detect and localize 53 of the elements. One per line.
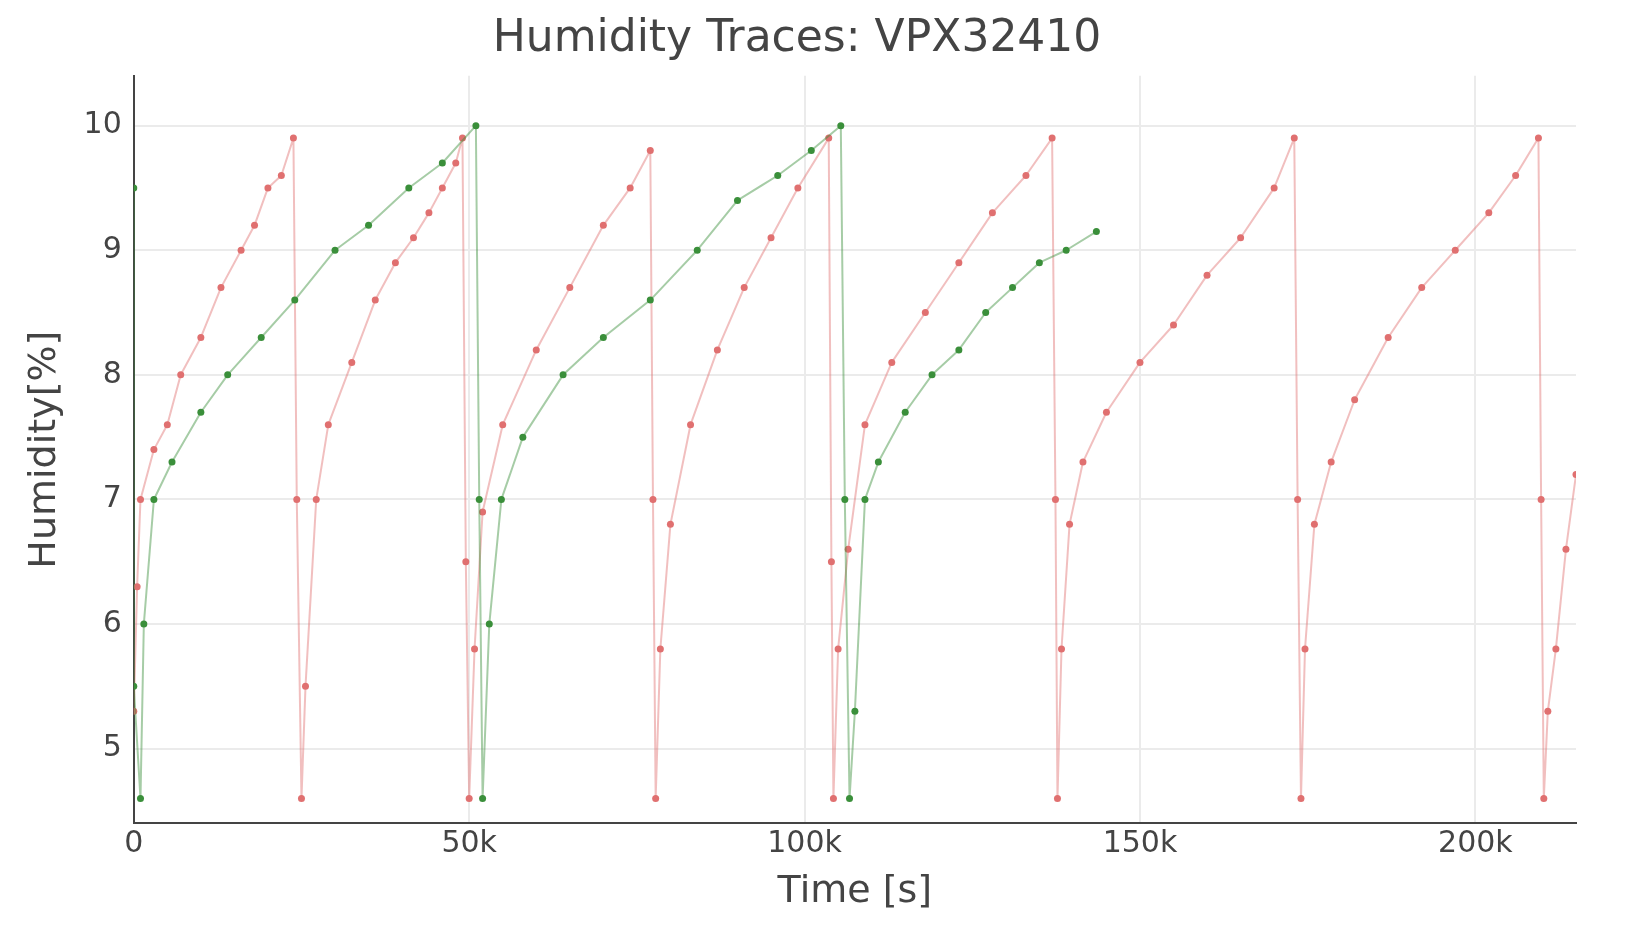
point	[472, 122, 480, 130]
point	[475, 495, 483, 503]
x-tick-label: 100k	[767, 824, 843, 860]
point	[257, 333, 265, 341]
point	[693, 246, 701, 254]
point	[1009, 284, 1017, 292]
y-tick-label: 6	[102, 603, 122, 639]
y-tick-label: 9	[102, 230, 122, 266]
y-tick-label: 5	[102, 728, 122, 764]
point	[807, 147, 815, 155]
point	[901, 408, 909, 416]
point	[224, 371, 232, 379]
point	[1062, 246, 1070, 254]
x-tick-label: 0	[124, 824, 144, 860]
point	[150, 495, 158, 503]
point	[646, 296, 654, 304]
point	[734, 196, 741, 204]
point	[874, 458, 882, 466]
y-tick-label: 7	[102, 479, 122, 515]
x-tick-label: 50k	[441, 824, 498, 860]
point	[140, 620, 148, 628]
point	[519, 433, 527, 441]
point	[599, 333, 607, 341]
y-tick-label: 10	[83, 105, 122, 141]
point	[479, 794, 487, 802]
x-tick-label: 200k	[1438, 824, 1514, 860]
point	[291, 296, 299, 304]
point	[485, 620, 493, 628]
point	[365, 221, 373, 229]
point	[1092, 228, 1100, 236]
point	[774, 171, 782, 179]
x-tick-label: 150k	[1102, 824, 1178, 860]
point	[136, 794, 144, 802]
point	[955, 346, 963, 354]
y-axis-title: Humidity[%]	[19, 330, 64, 569]
point	[982, 309, 990, 317]
point	[168, 458, 176, 466]
point	[197, 408, 205, 416]
point	[837, 122, 845, 130]
point	[331, 246, 339, 254]
point	[851, 707, 859, 715]
point	[861, 495, 869, 503]
point	[497, 495, 505, 503]
y-tick-label: 8	[102, 354, 122, 390]
point	[559, 371, 567, 379]
point	[841, 495, 849, 503]
point	[928, 371, 936, 379]
point	[438, 159, 446, 167]
x-axis-title: Time [s]	[776, 867, 933, 912]
chart-title: Humidity Traces: VPX32410	[492, 9, 1102, 61]
point	[846, 794, 854, 802]
point	[405, 184, 413, 192]
point	[1035, 259, 1043, 267]
